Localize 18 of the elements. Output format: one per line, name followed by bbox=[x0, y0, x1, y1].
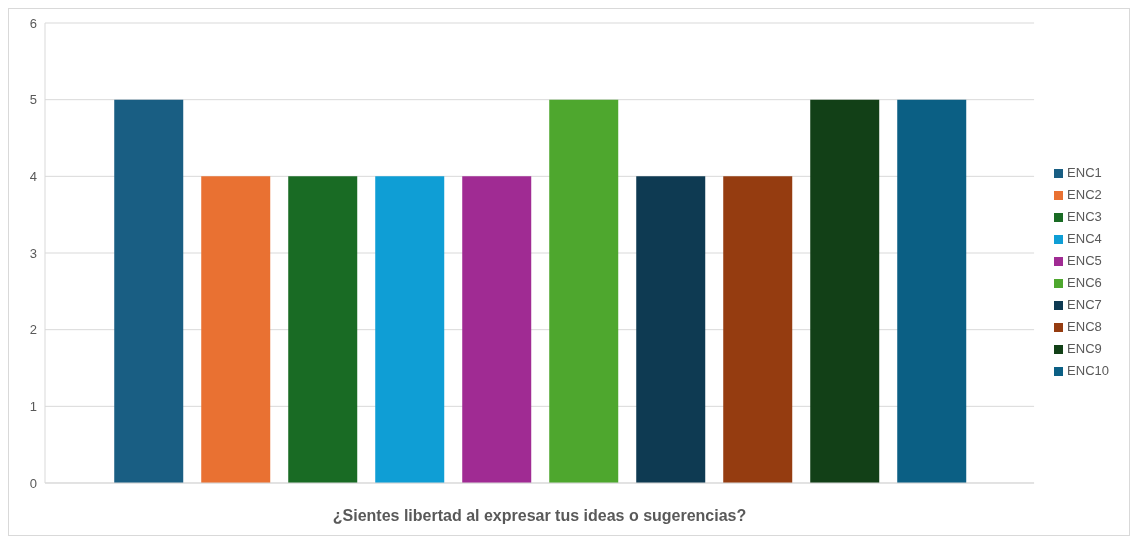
legend-label: ENC1 bbox=[1067, 165, 1102, 180]
y-tick-label: 2 bbox=[29, 322, 37, 338]
y-tick-label: 6 bbox=[29, 15, 37, 31]
legend-label: ENC10 bbox=[1067, 363, 1109, 378]
y-tick-label: 1 bbox=[29, 398, 37, 414]
y-tick-label: 5 bbox=[29, 92, 37, 108]
y-tick-label: 0 bbox=[29, 475, 37, 491]
legend-label: ENC8 bbox=[1067, 319, 1102, 334]
legend-label: ENC2 bbox=[1067, 187, 1102, 202]
legend-label: ENC9 bbox=[1067, 341, 1102, 356]
y-tick-label: 3 bbox=[29, 245, 37, 261]
legend-label: ENC7 bbox=[1067, 297, 1102, 312]
legend-label: ENC3 bbox=[1067, 209, 1102, 224]
legend-label: ENC5 bbox=[1067, 253, 1102, 268]
legend-label: ENC4 bbox=[1067, 231, 1102, 246]
y-tick-label: 4 bbox=[29, 168, 37, 184]
x-axis-title: ¿Sientes libertad al expresar tus ideas o sugerencias? bbox=[332, 507, 747, 524]
legend-label: ENC6 bbox=[1067, 275, 1102, 290]
